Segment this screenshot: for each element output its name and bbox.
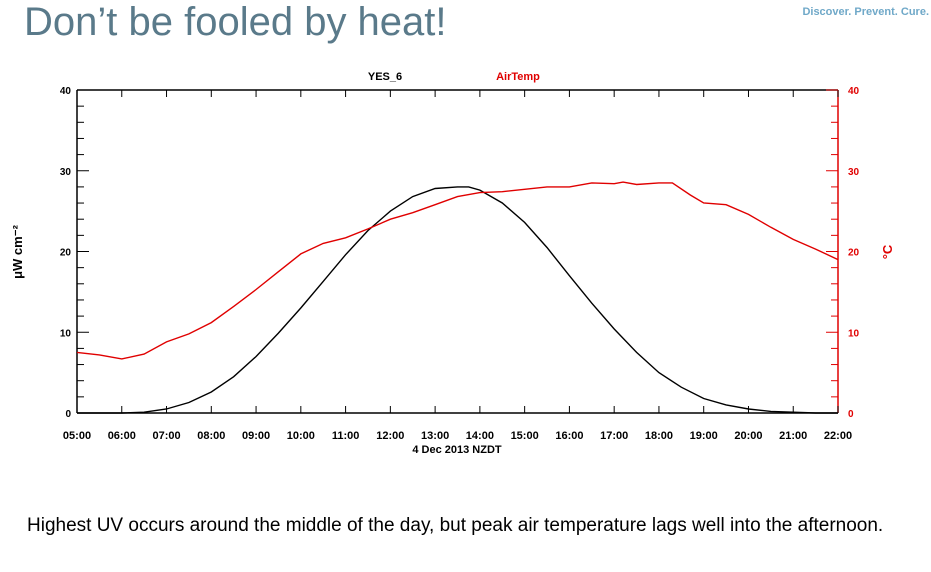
x-tick-label: 16:00 xyxy=(555,430,583,442)
x-tick-label: 22:00 xyxy=(824,430,852,442)
x-tick-label: 09:00 xyxy=(242,430,270,442)
x-tick-label: 14:00 xyxy=(466,430,494,442)
x-tick-label: 21:00 xyxy=(779,430,807,442)
x-tick-label: 12:00 xyxy=(376,430,404,442)
x-tick-label: 10:00 xyxy=(287,430,315,442)
x-tick-label: 15:00 xyxy=(511,430,539,442)
x-tick-label: 08:00 xyxy=(197,430,225,442)
y-tick-label-right: 40 xyxy=(848,86,860,97)
y-tick-label-left: 0 xyxy=(65,409,71,420)
y-tick-label-right: 0 xyxy=(848,409,854,420)
x-axis-label: 4 Dec 2013 NZDT xyxy=(412,444,502,456)
x-tick-label: 17:00 xyxy=(600,430,628,442)
slide-caption: Highest UV occurs around the middle of t… xyxy=(27,515,884,536)
uv-airtemp-chart: YES_6 AirTemp 4 Dec 2013 NZDT μW cm⁻² °C… xyxy=(10,71,895,456)
y-tick-label-left: 30 xyxy=(60,167,72,178)
y-tick-label-left: 20 xyxy=(60,248,72,259)
x-tick-label: 13:00 xyxy=(421,430,449,442)
x-tick-label: 06:00 xyxy=(108,430,136,442)
x-tick-label: 18:00 xyxy=(645,430,673,442)
x-tick-label: 19:00 xyxy=(690,430,718,442)
x-tick-label: 05:00 xyxy=(63,430,91,442)
y-tick-label-left: 10 xyxy=(60,328,72,339)
series-label-yes6: YES_6 xyxy=(368,71,402,83)
series-line-yes-6 xyxy=(77,186,838,414)
logo-tagline: Discover. Prevent. Cure. xyxy=(802,6,929,18)
y-tick-label-left: 40 xyxy=(60,86,72,97)
y-tick-label-right: 10 xyxy=(848,328,860,339)
x-tick-label: 11:00 xyxy=(332,430,360,442)
x-tick-label: 20:00 xyxy=(734,430,762,442)
y-axis-label-left: μW cm⁻² xyxy=(10,224,25,278)
series-line-airtemp xyxy=(76,181,839,360)
series-label-airtemp: AirTemp xyxy=(496,71,540,83)
y-tick-label-right: 30 xyxy=(848,167,860,178)
y-axis-label-right: °C xyxy=(880,244,895,259)
slide-title: Don’t be fooled by heat! xyxy=(24,0,447,44)
x-tick-label: 07:00 xyxy=(152,430,180,442)
y-tick-label-right: 20 xyxy=(848,248,860,259)
